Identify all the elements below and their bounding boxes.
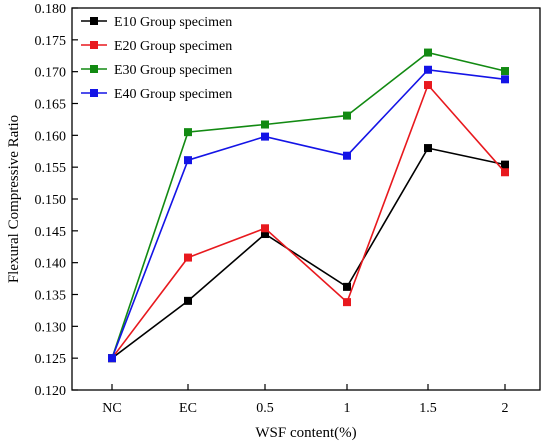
legend-marker (90, 89, 98, 97)
y-tick-label: 0.150 (35, 193, 67, 208)
data-point (424, 48, 432, 57)
x-tick-label: 1.5 (419, 401, 437, 416)
data-point (261, 120, 269, 129)
legend-item: E20 Group specimen (81, 39, 232, 54)
legend-item: E40 Group specimen (81, 87, 232, 102)
series-line (111, 83, 506, 359)
legend-item: E10 Group specimen (81, 15, 232, 30)
series-2 (108, 81, 509, 363)
data-point (501, 160, 509, 169)
y-tick-label: 0.155 (35, 161, 67, 176)
x-tick-label: NC (102, 401, 121, 416)
y-tick-label: 0.170 (35, 66, 67, 81)
y-axis: 0.120 0.125 0.130 0.135 0.140 0.145 0.150 0.155… (35, 2, 78, 399)
data-point (424, 81, 432, 90)
data-point (184, 253, 192, 262)
data-point (343, 298, 351, 307)
series-layer (108, 48, 509, 363)
series-line (111, 51, 506, 359)
data-point (261, 230, 269, 239)
y-tick-label: 0.135 (35, 289, 67, 304)
x-axis-title: WSF content(%) (255, 425, 356, 441)
legend-marker (90, 41, 98, 49)
x-tick-label: 2 (502, 401, 509, 416)
legend-label: E30 Group specimen (114, 63, 232, 78)
data-point (184, 296, 192, 305)
data-point (108, 354, 116, 363)
y-axis-title: Flexural Compressive Ratio (6, 115, 22, 283)
legend-label: E10 Group specimen (114, 15, 232, 30)
series-4 (108, 65, 509, 363)
y-tick-label: 0.145 (35, 225, 67, 240)
x-tick-label: 1 (344, 401, 351, 416)
legend-marker (90, 17, 98, 25)
series-1 (108, 144, 509, 363)
x-axis: NC EC 0.5 1 1.5 2 (102, 384, 509, 416)
x-tick-label: 0.5 (256, 401, 274, 416)
data-point (343, 151, 351, 160)
y-tick-label: 0.160 (35, 129, 67, 144)
data-point (343, 111, 351, 120)
legend-label: E40 Group specimen (114, 87, 232, 102)
legend-marker (90, 65, 98, 73)
y-tick-label: 0.140 (35, 257, 67, 272)
y-tick-label: 0.165 (35, 98, 67, 113)
data-point (184, 128, 192, 137)
series-line (111, 147, 506, 359)
y-tick-label: 0.130 (35, 320, 67, 335)
x-tick-label: EC (179, 401, 197, 416)
data-point (261, 132, 269, 141)
data-point (501, 67, 509, 76)
y-tick-label: 0.125 (35, 352, 67, 367)
data-point (501, 168, 509, 177)
data-point (343, 282, 351, 291)
series-line (111, 68, 506, 359)
legend-item: E30 Group specimen (81, 63, 232, 78)
legend: E10 Group specimen E20 Group specimen E30 … (81, 15, 232, 102)
data-point (424, 144, 432, 153)
y-tick-label: 0.180 (35, 2, 67, 17)
legend-label: E20 Group specimen (114, 39, 232, 54)
y-tick-label: 0.120 (35, 384, 67, 399)
y-tick-label: 0.175 (35, 34, 67, 49)
data-point (184, 156, 192, 165)
data-point (261, 224, 269, 233)
data-point (501, 75, 509, 84)
data-point (424, 65, 432, 74)
